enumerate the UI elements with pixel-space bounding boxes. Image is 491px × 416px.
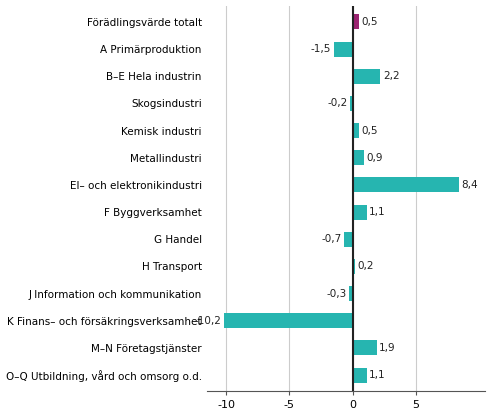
Text: 8,4: 8,4 [462,180,478,190]
Text: -1,5: -1,5 [311,44,331,54]
Text: 2,2: 2,2 [383,71,400,81]
Text: 0,5: 0,5 [361,17,378,27]
Text: 1,1: 1,1 [369,207,386,217]
Bar [350,96,353,111]
Bar [353,205,367,220]
Text: 0,5: 0,5 [361,126,378,136]
Bar [349,286,353,301]
Bar [353,69,381,84]
Text: -0,3: -0,3 [326,289,346,299]
Bar [353,340,377,355]
Text: -0,7: -0,7 [321,234,341,244]
Bar [353,259,355,274]
Bar [353,178,459,192]
Text: 1,1: 1,1 [369,370,386,380]
Text: 1,9: 1,9 [379,343,396,353]
Bar [344,232,353,247]
Bar [353,150,364,165]
Bar [353,15,359,30]
Text: 0,2: 0,2 [358,261,374,271]
Text: 0,9: 0,9 [367,153,383,163]
Bar [353,368,367,383]
Bar [224,313,353,328]
Text: -0,2: -0,2 [327,98,348,109]
Text: -10,2: -10,2 [194,316,221,326]
Bar [353,123,359,138]
Bar [334,42,353,57]
